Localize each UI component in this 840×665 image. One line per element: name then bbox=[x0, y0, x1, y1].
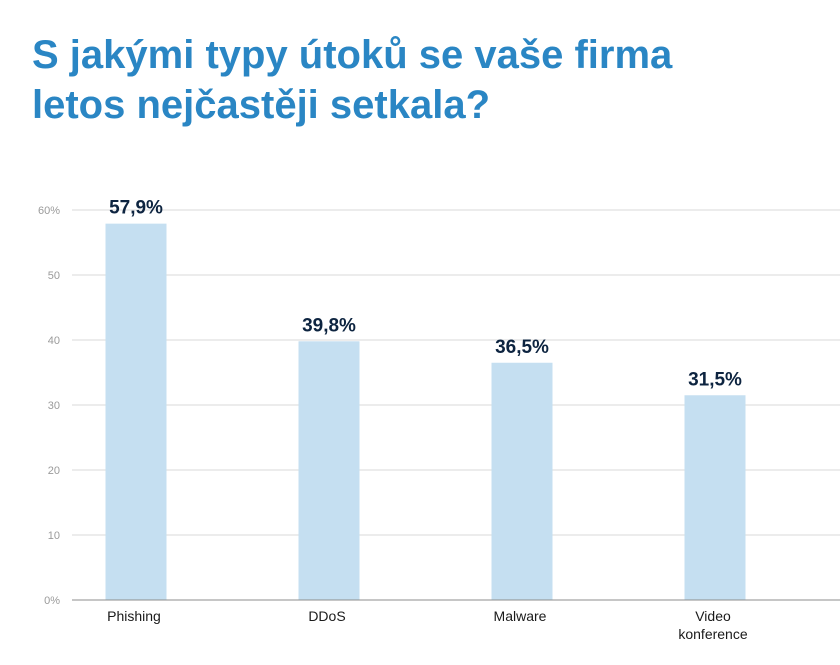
y-tick-label: 0% bbox=[44, 595, 60, 607]
category-label-line: Video bbox=[695, 608, 731, 624]
category-label: DDoS bbox=[308, 608, 345, 624]
category-label-line: Malware bbox=[494, 608, 547, 624]
bar bbox=[105, 223, 167, 600]
bar bbox=[684, 395, 746, 600]
value-labels: 57,9% 39,8% 36,5% 31,5% bbox=[109, 198, 742, 391]
value-label: 57,9% bbox=[109, 198, 163, 219]
y-tick-label: 30 bbox=[48, 400, 60, 412]
y-tick-label: 20 bbox=[48, 465, 60, 477]
value-label: 36,5% bbox=[495, 337, 549, 358]
y-tick-label: 50 bbox=[48, 270, 60, 282]
y-tick-label: 60% bbox=[38, 205, 60, 217]
y-axis-ticks: 0% 10 20 30 40 50 60% bbox=[38, 205, 60, 607]
x-axis-categories: Phishing DDoS Malware Video konference bbox=[107, 608, 748, 642]
category-label: Video konference bbox=[678, 608, 747, 642]
category-label-line: DDoS bbox=[308, 608, 345, 624]
category-label-line: konference bbox=[678, 626, 747, 642]
bars bbox=[105, 223, 746, 600]
chart-title: S jakými typy útoků se vaše firma letos … bbox=[32, 30, 812, 130]
bar bbox=[491, 362, 553, 600]
value-label: 39,8% bbox=[302, 315, 356, 336]
bar bbox=[298, 341, 360, 600]
category-label: Malware bbox=[494, 608, 547, 624]
value-label: 31,5% bbox=[688, 369, 742, 390]
category-label: Phishing bbox=[107, 608, 161, 624]
y-tick-label: 10 bbox=[48, 530, 60, 542]
category-label-line: Phishing bbox=[107, 608, 161, 624]
chart-title-line-2: letos nejčastěji setkala? bbox=[32, 83, 491, 127]
y-tick-label: 40 bbox=[48, 335, 60, 347]
chart-title-line-1: S jakými typy útoků se vaše firma bbox=[32, 33, 673, 77]
